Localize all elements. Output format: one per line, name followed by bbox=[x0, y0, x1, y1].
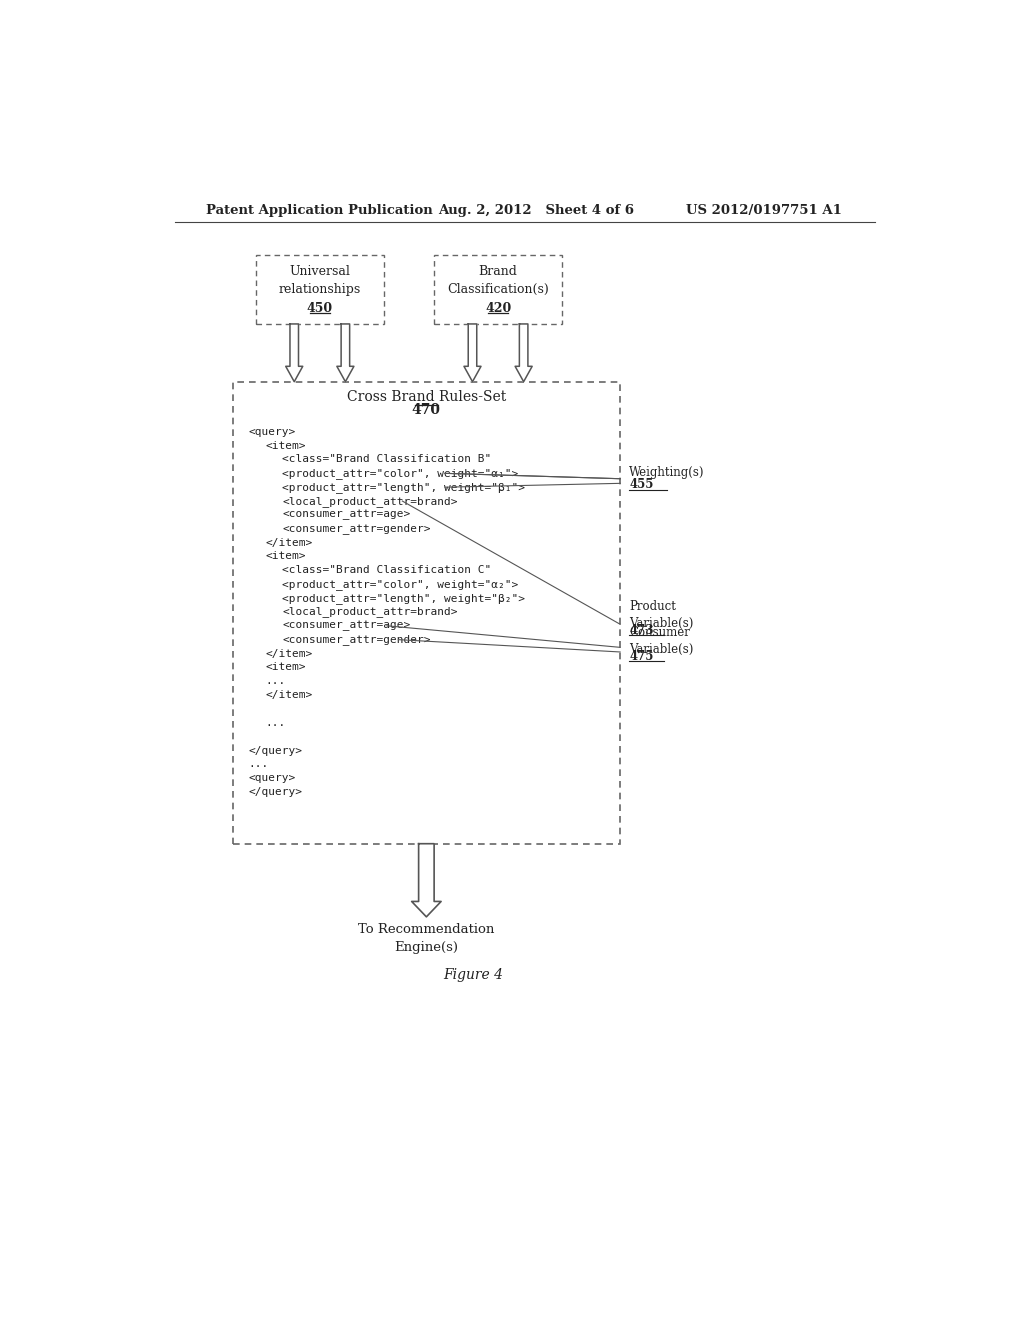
Polygon shape bbox=[412, 843, 441, 917]
Text: </item>: </item> bbox=[265, 690, 312, 700]
Text: <class="Brand Classification C": <class="Brand Classification C" bbox=[283, 565, 492, 576]
Text: </query>: </query> bbox=[248, 787, 302, 797]
Polygon shape bbox=[286, 323, 303, 381]
Text: <item>: <item> bbox=[265, 663, 306, 672]
Text: </item>: </item> bbox=[265, 537, 312, 548]
Text: </item>: </item> bbox=[265, 648, 312, 659]
Polygon shape bbox=[464, 323, 481, 381]
Text: ...: ... bbox=[248, 759, 268, 770]
Text: <item>: <item> bbox=[265, 441, 306, 450]
Text: <product_attr="color", weight="α₂">: <product_attr="color", weight="α₂"> bbox=[283, 578, 518, 590]
Text: Weighting(s): Weighting(s) bbox=[630, 466, 705, 479]
Text: US 2012/0197751 A1: US 2012/0197751 A1 bbox=[686, 205, 842, 218]
Text: <product_attr="color", weight="α₁">: <product_attr="color", weight="α₁"> bbox=[283, 467, 518, 479]
Text: <product_attr="length", weight="β₁">: <product_attr="length", weight="β₁"> bbox=[283, 482, 525, 492]
Text: ...: ... bbox=[265, 676, 286, 686]
Text: 450: 450 bbox=[307, 302, 333, 315]
Text: Consumer
Variable(s): Consumer Variable(s) bbox=[630, 626, 694, 656]
Text: To Recommendation
Engine(s): To Recommendation Engine(s) bbox=[358, 923, 495, 954]
Text: 475: 475 bbox=[630, 649, 653, 663]
Text: <class="Brand Classification B": <class="Brand Classification B" bbox=[283, 454, 492, 465]
Text: Product
Variable(s): Product Variable(s) bbox=[630, 601, 694, 630]
Text: <item>: <item> bbox=[265, 552, 306, 561]
Text: 470: 470 bbox=[412, 403, 441, 417]
Text: <product_attr="length", weight="β₂">: <product_attr="length", weight="β₂"> bbox=[283, 593, 525, 603]
Text: Aug. 2, 2012   Sheet 4 of 6: Aug. 2, 2012 Sheet 4 of 6 bbox=[438, 205, 634, 218]
FancyBboxPatch shape bbox=[256, 255, 384, 323]
Text: <query>: <query> bbox=[248, 774, 295, 783]
FancyBboxPatch shape bbox=[232, 381, 621, 843]
Text: ...: ... bbox=[265, 718, 286, 727]
Text: Cross Brand Rules-Set: Cross Brand Rules-Set bbox=[347, 391, 506, 404]
Text: Brand
Classification(s): Brand Classification(s) bbox=[447, 264, 549, 296]
FancyBboxPatch shape bbox=[434, 255, 562, 323]
Text: </query>: </query> bbox=[248, 746, 302, 755]
Text: <query>: <query> bbox=[248, 426, 295, 437]
Text: Patent Application Publication: Patent Application Publication bbox=[206, 205, 432, 218]
Text: 455: 455 bbox=[630, 478, 653, 491]
Text: Universal
relationships: Universal relationships bbox=[279, 264, 360, 296]
Text: <consumer_attr=age>: <consumer_attr=age> bbox=[283, 620, 411, 631]
Text: <consumer_attr=age>: <consumer_attr=age> bbox=[283, 510, 411, 520]
Text: <local_product_attr=brand>: <local_product_attr=brand> bbox=[283, 495, 458, 507]
Text: <local_product_attr=brand>: <local_product_attr=brand> bbox=[283, 606, 458, 618]
Text: 473: 473 bbox=[630, 624, 654, 638]
Polygon shape bbox=[337, 323, 354, 381]
Text: <consumer_attr=gender>: <consumer_attr=gender> bbox=[283, 523, 431, 535]
Text: 420: 420 bbox=[485, 302, 511, 315]
Text: <consumer_attr=gender>: <consumer_attr=gender> bbox=[283, 634, 431, 645]
Text: Figure 4: Figure 4 bbox=[442, 968, 503, 982]
Polygon shape bbox=[515, 323, 532, 381]
